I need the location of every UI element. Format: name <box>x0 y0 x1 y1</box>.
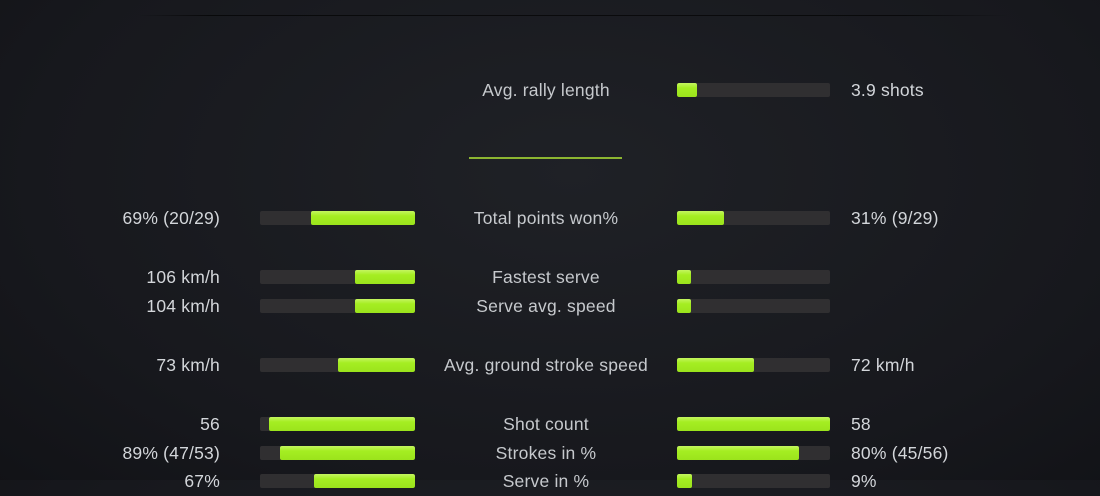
left-player-value: 73 km/h <box>156 355 220 375</box>
stat-row-serve-in-pct: 67% Serve in % 9% <box>0 467 1100 496</box>
right-player-value <box>851 263 1091 292</box>
right-player-bar <box>677 417 830 431</box>
stat-label: Fastest serve <box>492 267 600 287</box>
left-player-value: 67% <box>184 471 220 491</box>
left-player-value: 106 km/h <box>146 267 220 287</box>
left-player-value: 104 km/h <box>146 296 220 316</box>
section-divider <box>469 157 622 159</box>
right-bar-fill <box>677 270 691 284</box>
left-player-bar <box>260 446 415 460</box>
left-player-bar <box>260 417 415 431</box>
left-player-bar <box>260 474 415 488</box>
stat-row-shot-count: 56 Shot count 58 <box>0 410 1100 439</box>
left-player-value: 89% (47/53) <box>122 443 220 463</box>
right-player-bar <box>677 474 830 488</box>
right-bar-fill <box>677 417 830 431</box>
stat-label: Total points won% <box>473 208 619 228</box>
right-bar-fill <box>677 474 693 488</box>
stat-row-serve-avg-speed: 104 km/h Serve avg. speed <box>0 292 1100 321</box>
right-player-value: 9% <box>851 471 877 491</box>
right-bar-fill <box>677 446 800 460</box>
right-bar-fill <box>677 358 754 372</box>
left-player-bar <box>260 299 415 313</box>
right-player-bar <box>677 358 830 372</box>
right-player-bar <box>677 83 830 97</box>
left-bar-fill <box>269 417 415 431</box>
left-player-value: 56 <box>200 414 220 434</box>
left-bar-fill <box>311 211 415 225</box>
left-bar-fill <box>354 270 415 284</box>
right-player-value: 31% (9/29) <box>851 208 939 228</box>
right-player-value: 58 <box>851 414 871 434</box>
right-player-bar <box>677 270 830 284</box>
stat-label: Shot count <box>503 414 589 434</box>
right-player-value: 3.9 shots <box>851 80 924 100</box>
left-player-bar <box>260 211 415 225</box>
stat-row-total-points-won: 69% (20/29) Total points won% 31% (9/29) <box>0 204 1100 233</box>
stat-row-fastest-serve: 106 km/h Fastest serve <box>0 263 1100 292</box>
right-bar-fill <box>677 299 691 313</box>
left-player-bar <box>260 270 415 284</box>
left-bar-fill <box>280 446 415 460</box>
right-bar-fill <box>677 211 725 225</box>
left-bar-fill <box>314 474 415 488</box>
right-player-bar <box>677 446 830 460</box>
right-player-value <box>851 292 1091 321</box>
left-player-value: 69% (20/29) <box>122 208 220 228</box>
right-player-value: 72 km/h <box>851 355 915 375</box>
panel-top-border <box>138 15 1010 16</box>
right-player-bar <box>677 211 830 225</box>
stat-row-avg-rally-length: Avg. rally length 3.9 shots <box>0 76 1100 105</box>
right-player-bar <box>677 299 830 313</box>
stat-row-avg-ground-stroke-speed: 73 km/h Avg. ground stroke speed 72 km/h <box>0 351 1100 380</box>
left-player-bar <box>260 358 415 372</box>
left-bar-fill <box>354 299 415 313</box>
left-bar-fill <box>337 358 415 372</box>
right-bar-fill <box>677 83 697 97</box>
stat-label: Serve avg. speed <box>476 296 616 316</box>
stat-label: Strokes in % <box>495 443 597 463</box>
right-player-value: 80% (45/56) <box>851 443 949 463</box>
stat-row-strokes-in-pct: 89% (47/53) Strokes in % 80% (45/56) <box>0 439 1100 468</box>
stat-label: Avg. rally length <box>482 80 610 100</box>
stat-label: Serve in % <box>502 471 590 491</box>
stat-label: Avg. ground stroke speed <box>444 355 648 375</box>
